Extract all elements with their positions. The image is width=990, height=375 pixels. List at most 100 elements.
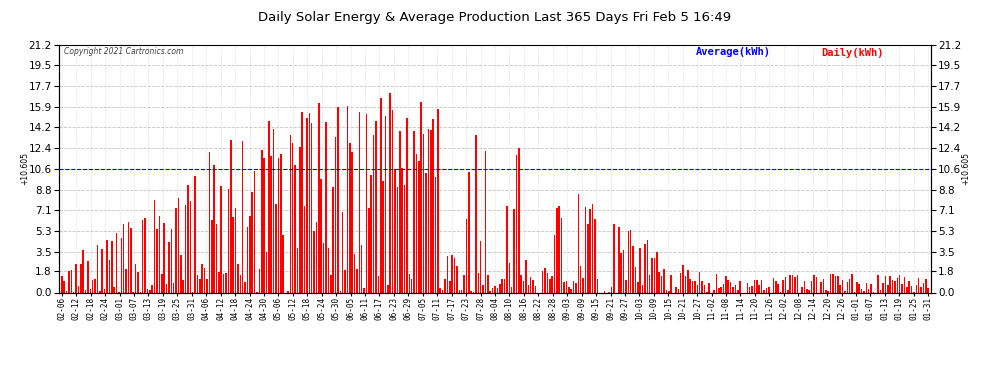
- Bar: [235, 209, 237, 292]
- Bar: [323, 243, 325, 292]
- Bar: [206, 279, 208, 292]
- Bar: [644, 244, 645, 292]
- Bar: [168, 242, 169, 292]
- Bar: [833, 274, 834, 292]
- Bar: [482, 285, 484, 292]
- Bar: [568, 286, 569, 292]
- Bar: [489, 291, 491, 292]
- Bar: [409, 274, 410, 292]
- Bar: [748, 287, 750, 292]
- Bar: [544, 268, 545, 292]
- Bar: [401, 168, 403, 292]
- Bar: [114, 287, 115, 292]
- Bar: [177, 198, 179, 292]
- Bar: [921, 287, 922, 292]
- Bar: [173, 283, 174, 292]
- Bar: [546, 273, 548, 292]
- Bar: [416, 154, 417, 292]
- Bar: [251, 192, 253, 292]
- Bar: [499, 284, 501, 292]
- Bar: [247, 227, 248, 292]
- Bar: [725, 276, 727, 292]
- Bar: [123, 224, 125, 292]
- Bar: [351, 152, 353, 292]
- Bar: [763, 290, 764, 292]
- Bar: [109, 260, 110, 292]
- Bar: [418, 161, 420, 292]
- Bar: [63, 281, 65, 292]
- Bar: [775, 281, 776, 292]
- Bar: [521, 275, 522, 292]
- Bar: [718, 288, 720, 292]
- Bar: [889, 276, 891, 292]
- Bar: [528, 285, 529, 292]
- Bar: [377, 276, 379, 292]
- Bar: [816, 277, 817, 292]
- Bar: [863, 291, 864, 292]
- Bar: [265, 252, 267, 292]
- Bar: [656, 252, 657, 292]
- Bar: [456, 266, 457, 292]
- Bar: [126, 269, 127, 292]
- Bar: [245, 282, 246, 292]
- Bar: [523, 280, 525, 292]
- Bar: [882, 282, 884, 292]
- Bar: [80, 264, 81, 292]
- Bar: [151, 285, 153, 292]
- Bar: [653, 258, 655, 292]
- Bar: [233, 217, 234, 292]
- Bar: [806, 289, 808, 292]
- Bar: [273, 129, 274, 292]
- Bar: [765, 288, 767, 292]
- Bar: [758, 285, 760, 292]
- Bar: [733, 286, 734, 292]
- Bar: [458, 290, 460, 292]
- Bar: [394, 170, 396, 292]
- Bar: [928, 288, 929, 292]
- Bar: [94, 279, 96, 292]
- Bar: [497, 288, 498, 292]
- Bar: [768, 287, 769, 292]
- Bar: [594, 219, 596, 292]
- Bar: [587, 224, 589, 292]
- Bar: [585, 207, 586, 292]
- Bar: [701, 281, 703, 292]
- Bar: [158, 216, 160, 292]
- Bar: [794, 277, 796, 292]
- Bar: [156, 229, 157, 292]
- Bar: [406, 118, 408, 292]
- Bar: [111, 241, 113, 292]
- Text: Daily(kWh): Daily(kWh): [822, 48, 884, 57]
- Bar: [651, 258, 652, 292]
- Bar: [494, 286, 496, 292]
- Bar: [268, 122, 269, 292]
- Bar: [85, 290, 86, 292]
- Bar: [535, 286, 537, 292]
- Bar: [68, 270, 69, 292]
- Bar: [553, 235, 555, 292]
- Bar: [368, 208, 369, 292]
- Bar: [697, 285, 698, 292]
- Bar: [887, 285, 889, 292]
- Bar: [175, 209, 177, 292]
- Bar: [433, 119, 434, 292]
- Bar: [242, 141, 244, 292]
- Bar: [848, 279, 850, 292]
- Bar: [761, 280, 762, 292]
- Bar: [253, 171, 255, 292]
- Bar: [753, 280, 755, 292]
- Bar: [363, 288, 365, 292]
- Bar: [842, 280, 843, 292]
- Bar: [682, 265, 684, 292]
- Bar: [801, 287, 803, 292]
- Bar: [618, 227, 620, 292]
- Bar: [221, 186, 222, 292]
- Bar: [258, 269, 260, 292]
- Bar: [694, 281, 696, 292]
- Bar: [811, 281, 813, 292]
- Bar: [425, 173, 427, 292]
- Bar: [397, 188, 398, 292]
- Bar: [468, 172, 469, 292]
- Bar: [411, 279, 413, 292]
- Bar: [313, 231, 315, 292]
